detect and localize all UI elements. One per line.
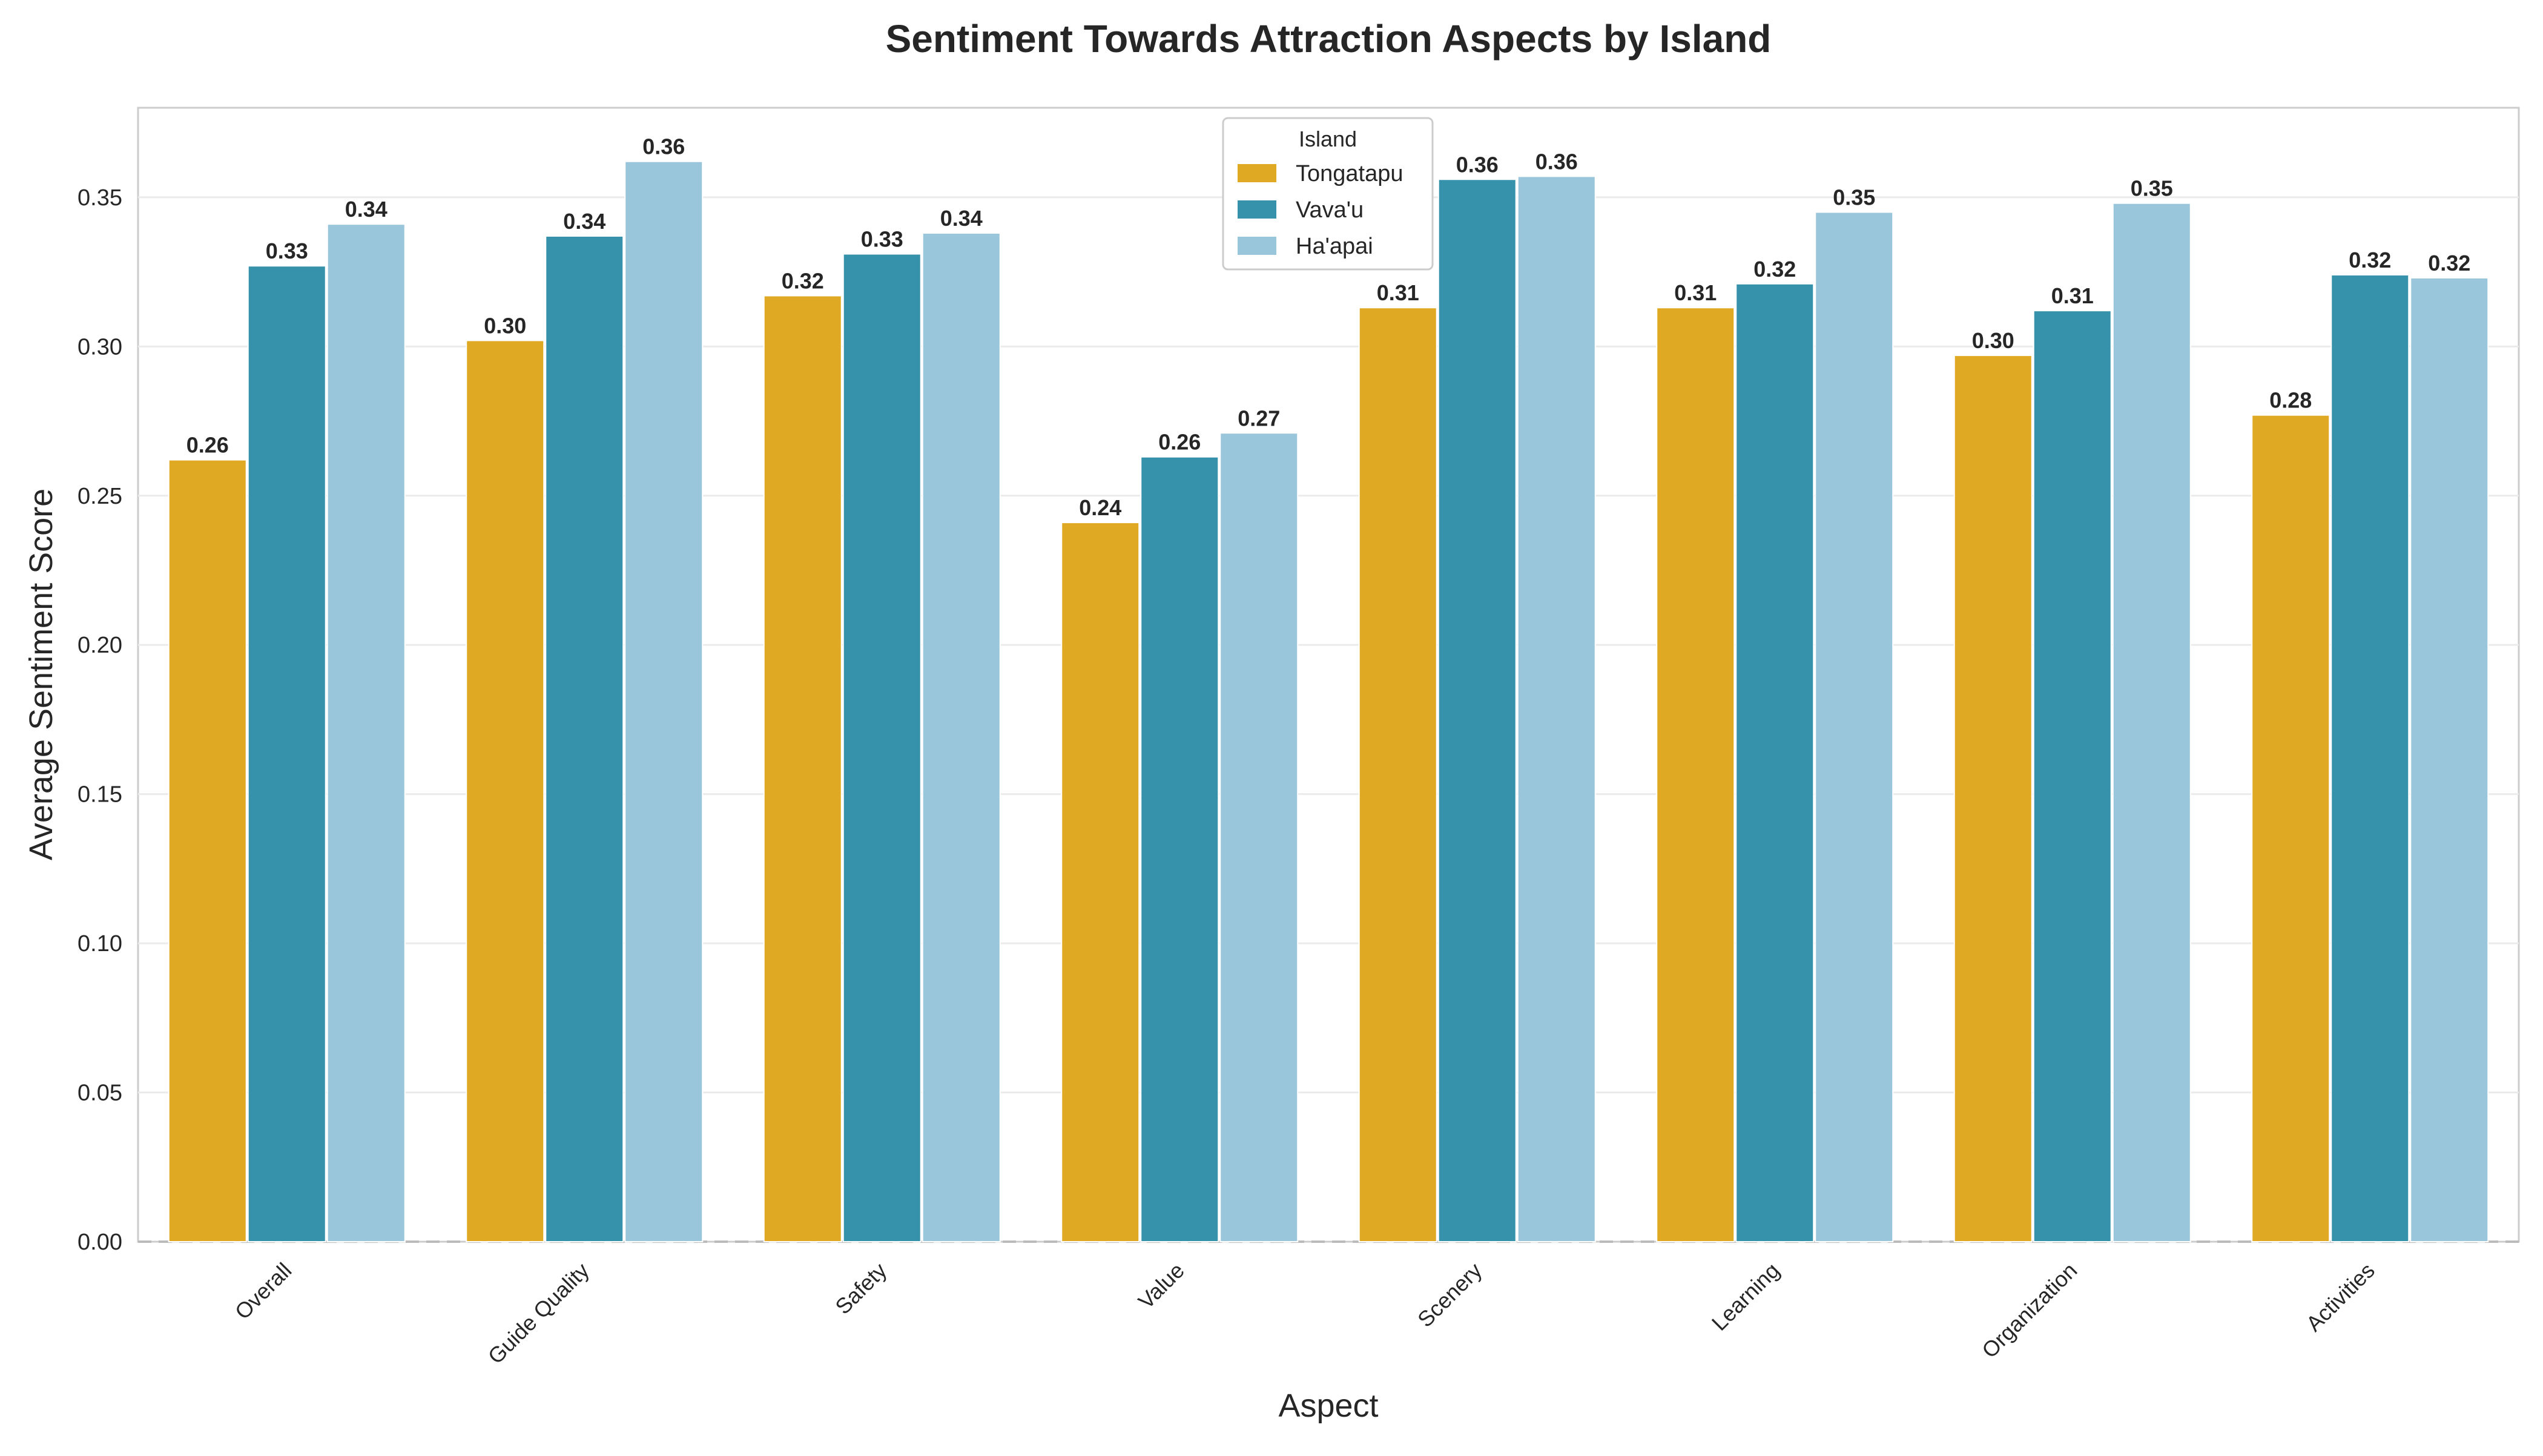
x-axis-ticks: Overall Guide Quality Safety Value Scenery Le… xyxy=(230,1258,2380,1369)
bar-tongatapu-3 xyxy=(1061,522,1140,1242)
bar-value-label: 0.34 xyxy=(563,209,605,234)
bar-tongatapu-7 xyxy=(2251,414,2330,1243)
bar-tongatapu-1 xyxy=(466,340,545,1242)
bar-value-label: 0.26 xyxy=(1158,430,1201,455)
legend-label: Tongatapu xyxy=(1296,161,1403,186)
bar-value-label: 0.33 xyxy=(266,239,308,263)
bar-vavau-0 xyxy=(247,265,326,1242)
bar-value-label: 0.34 xyxy=(940,206,983,231)
legend-box xyxy=(1222,117,1434,271)
bar-haapai-1 xyxy=(624,160,704,1242)
x-tick-label: Guide Quality xyxy=(483,1258,594,1369)
bar-vavau-2 xyxy=(842,253,922,1242)
legend-label: Vava'u xyxy=(1296,197,1364,223)
bar-haapai-3 xyxy=(1219,432,1299,1242)
bar-vavau-7 xyxy=(2330,274,2410,1243)
bar-haapai-2 xyxy=(922,232,1001,1243)
bar-tongatapu-5 xyxy=(1656,307,1735,1242)
bar-tongatapu-4 xyxy=(1358,307,1437,1242)
y-tick-label: 0.20 xyxy=(78,633,122,658)
bar-haapai-7 xyxy=(2410,277,2489,1243)
y-tick-label: 0.05 xyxy=(78,1081,122,1106)
legend-swatch xyxy=(1238,237,1276,255)
bar-vavau-3 xyxy=(1140,456,1219,1242)
x-tick-label: Learning xyxy=(1707,1258,1784,1336)
bars xyxy=(168,160,2489,1243)
bar-haapai-5 xyxy=(1815,211,1894,1242)
y-axis-label: Average Sentiment Score xyxy=(23,489,59,860)
x-axis-label: Aspect xyxy=(1278,1388,1378,1424)
bar-value-label: 0.28 xyxy=(2269,388,2312,413)
bar-value-label: 0.27 xyxy=(1238,406,1280,430)
x-tick-label: Safety xyxy=(830,1258,891,1319)
bar-haapai-6 xyxy=(2112,202,2191,1242)
bar-value-label: 0.36 xyxy=(1456,152,1499,177)
bar-tongatapu-0 xyxy=(168,459,247,1242)
legend-title: Island xyxy=(1299,127,1357,151)
y-tick-label: 0.10 xyxy=(78,931,122,957)
bar-haapai-0 xyxy=(326,223,406,1242)
bar-value-label: 0.32 xyxy=(2349,248,2391,272)
bar-value-label: 0.31 xyxy=(1674,280,1717,305)
bar-value-label: 0.35 xyxy=(1833,185,1875,210)
legend-swatch xyxy=(1238,164,1276,182)
bar-vavau-6 xyxy=(2033,310,2112,1242)
y-tick-label: 0.25 xyxy=(78,484,122,509)
y-axis-ticks: 0.00 0.05 0.10 0.15 0.20 0.25 0.30 0.35 xyxy=(78,185,122,1255)
legend-swatch xyxy=(1238,200,1276,219)
y-tick-label: 0.00 xyxy=(78,1230,122,1255)
x-tick-label: Scenery xyxy=(1413,1258,1486,1332)
x-tick-label: Value xyxy=(1133,1258,1189,1314)
bar-value-label: 0.33 xyxy=(861,227,903,252)
x-tick-label: Overall xyxy=(230,1258,297,1325)
bar-value-label: 0.36 xyxy=(1535,149,1578,174)
y-tick-label: 0.15 xyxy=(78,782,122,808)
bar-value-label: 0.24 xyxy=(1079,495,1121,520)
bar-value-label: 0.32 xyxy=(1753,257,1796,282)
bar-tongatapu-6 xyxy=(1953,355,2033,1242)
bar-value-label: 0.32 xyxy=(782,269,824,294)
bar-vavau-4 xyxy=(1437,179,1517,1243)
bar-vavau-1 xyxy=(545,235,624,1243)
bar-value-label: 0.26 xyxy=(186,433,229,458)
bar-value-label: 0.31 xyxy=(1377,280,1419,305)
legend: Island Tongatapu Vava'u Ha'apai xyxy=(1222,117,1434,271)
legend-items: Tongatapu Vava'u Ha'apai xyxy=(1238,161,1403,259)
legend-label: Ha'apai xyxy=(1296,234,1373,259)
y-tick-label: 0.35 xyxy=(78,185,122,211)
bar-value-label: 0.35 xyxy=(2131,176,2173,201)
chart-title: Sentiment Towards Attraction Aspects by … xyxy=(886,17,1772,61)
bar-value-label: 0.30 xyxy=(1972,328,2014,353)
bar-tongatapu-2 xyxy=(763,295,842,1242)
bar-vavau-5 xyxy=(1735,283,1815,1243)
x-tick-label: Organization xyxy=(1977,1258,2082,1363)
value-labels: 0.26 0.33 0.34 0.30 0.34 0.36 0.32 0.33 0.34 0.24… xyxy=(186,134,2471,520)
y-tick-label: 0.30 xyxy=(78,334,122,360)
bar-value-label: 0.31 xyxy=(2051,283,2094,308)
bar-value-label: 0.30 xyxy=(484,313,526,338)
bar-haapai-4 xyxy=(1517,176,1596,1242)
bar-value-label: 0.34 xyxy=(345,197,388,222)
bar-value-label: 0.32 xyxy=(2428,251,2470,275)
x-tick-label: Activities xyxy=(2301,1258,2379,1336)
bar-value-label: 0.36 xyxy=(642,134,685,159)
